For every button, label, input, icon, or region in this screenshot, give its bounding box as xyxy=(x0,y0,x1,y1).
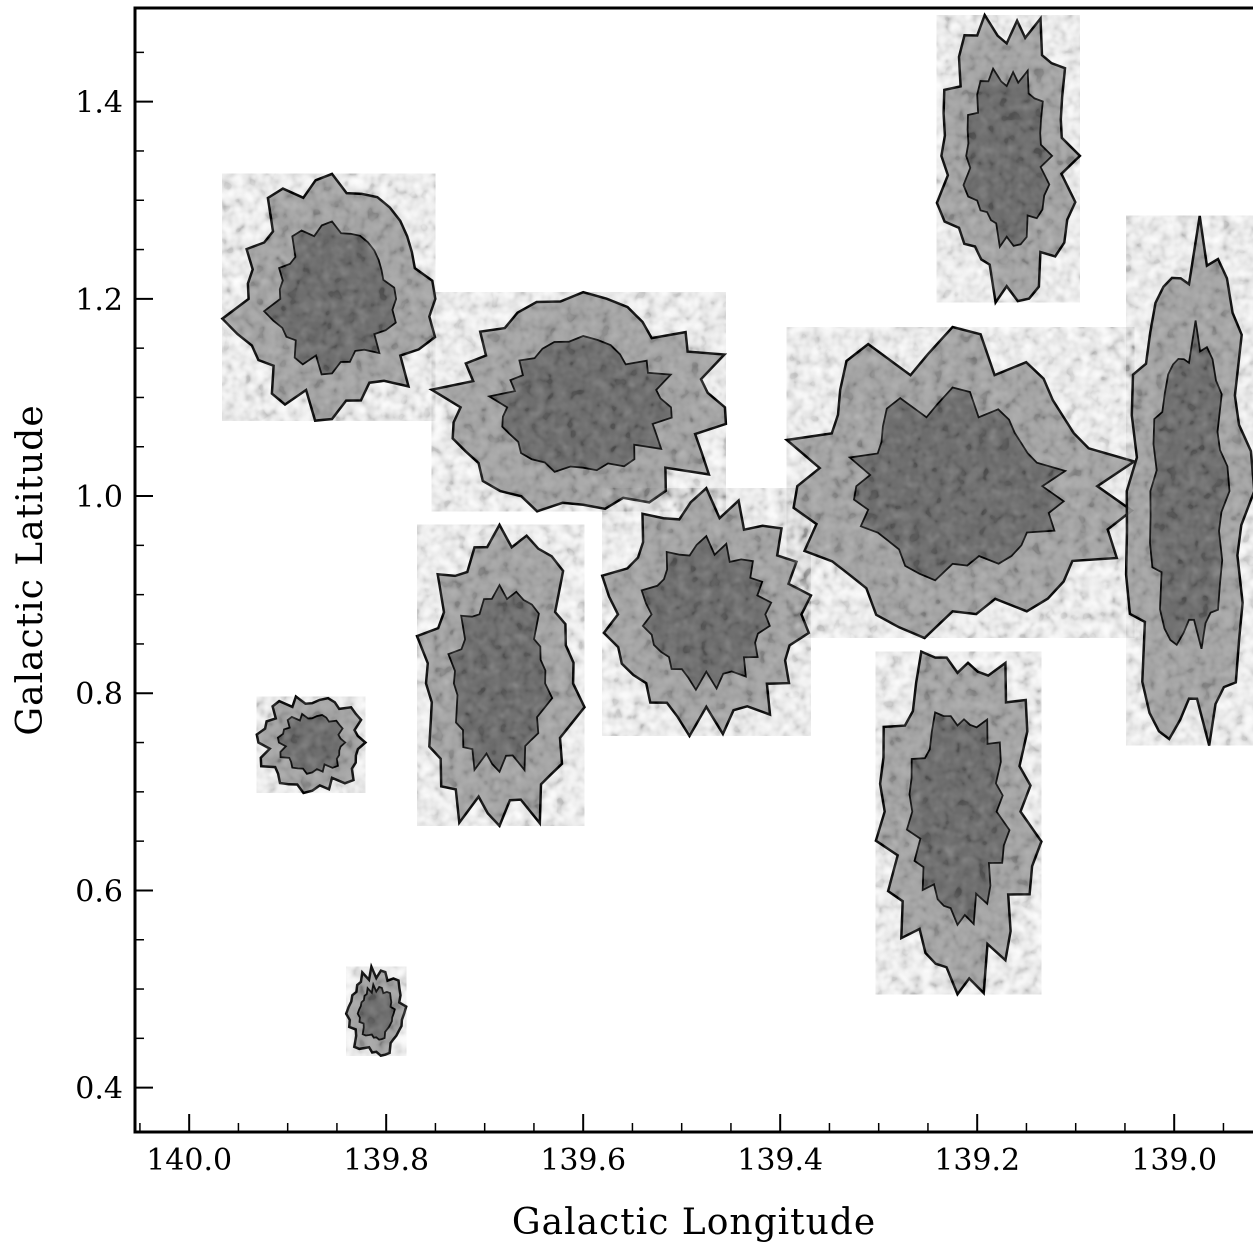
y-tick-label: 1.2 xyxy=(75,283,123,318)
emission-region xyxy=(220,172,437,422)
emission-region xyxy=(344,962,408,1057)
intensity-speckle xyxy=(431,292,726,512)
x-axis-title: Galactic Longitude xyxy=(512,1202,876,1243)
x-tick-label: 139.6 xyxy=(540,1143,626,1178)
emission-region xyxy=(783,325,1138,640)
emission-region xyxy=(428,290,728,513)
x-tick-label: 139.2 xyxy=(934,1143,1020,1178)
emission-regions xyxy=(220,12,1253,1057)
x-tick-label: 140.0 xyxy=(146,1143,232,1178)
plot-frame xyxy=(133,6,1253,1134)
x-axis-ticks: 140.0 139.8 139.6 139.4 139.2 139.0 xyxy=(139,1114,1225,1178)
intensity-speckle xyxy=(222,173,436,421)
intensity-speckle xyxy=(602,488,811,736)
x-tick-label: 139.8 xyxy=(343,1143,429,1178)
emission-region xyxy=(1124,215,1253,746)
y-tick-label: 1.4 xyxy=(75,86,123,121)
y-axis-title: Galactic Latitude xyxy=(10,404,51,735)
intensity-speckle xyxy=(346,966,407,1056)
emission-region xyxy=(935,12,1082,306)
x-tick-label: 139.0 xyxy=(1131,1143,1217,1178)
intensity-speckle xyxy=(786,327,1135,638)
emission-region xyxy=(255,694,368,795)
intensity-speckle xyxy=(1126,215,1253,746)
emission-region xyxy=(874,649,1043,997)
y-tick-label: 1.0 xyxy=(75,480,123,515)
intensity-speckle xyxy=(256,696,366,793)
y-tick-label: 0.8 xyxy=(75,677,123,712)
intensity-speckle xyxy=(936,15,1080,303)
y-tick-label: 0.4 xyxy=(75,1072,123,1107)
y-axis-ticks: 0.4 0.6 0.8 1.0 1.2 1.4 xyxy=(75,51,153,1107)
intensity-speckle xyxy=(875,651,1042,995)
axes: 140.0 139.8 139.6 139.4 139.2 139.0 0.4 0.6 0.8… xyxy=(75,6,1253,1178)
emission-region xyxy=(415,522,586,829)
emission-region xyxy=(600,486,813,739)
x-tick-label: 139.4 xyxy=(737,1143,823,1178)
intensity-speckle xyxy=(417,524,585,826)
y-tick-label: 0.6 xyxy=(75,874,123,909)
